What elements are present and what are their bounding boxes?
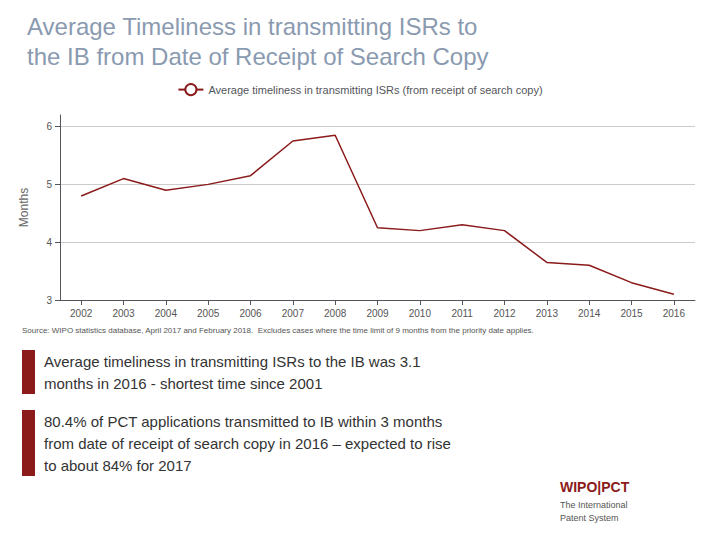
svg-text:2015: 2015 xyxy=(620,308,643,319)
svg-text:Average Timeliness in transmit: Average Timeliness in transmitting ISRs … xyxy=(27,13,477,40)
svg-text:months in 2016 - shortest time: months in 2016 - shortest time since 200… xyxy=(44,375,322,392)
svg-text:2008: 2008 xyxy=(324,308,347,319)
svg-text:2016: 2016 xyxy=(663,308,686,319)
svg-text:2010: 2010 xyxy=(409,308,432,319)
svg-text:to about 84% for 2017: to about 84% for 2017 xyxy=(44,457,192,474)
svg-text:3: 3 xyxy=(46,295,52,306)
svg-text:2005: 2005 xyxy=(197,308,220,319)
svg-text:5: 5 xyxy=(46,179,52,190)
svg-text:2009: 2009 xyxy=(366,308,389,319)
svg-text:80.4% of PCT applications tran: 80.4% of PCT applications transmitted to… xyxy=(44,413,442,430)
svg-text:4: 4 xyxy=(46,237,52,248)
svg-text:Average timeliness in transmit: Average timeliness in transmitting ISRs … xyxy=(44,353,421,370)
svg-text:2006: 2006 xyxy=(239,308,262,319)
svg-text:2002: 2002 xyxy=(70,308,93,319)
svg-text:Months: Months xyxy=(17,188,31,227)
svg-text:2007: 2007 xyxy=(282,308,305,319)
svg-text:from date of receipt of search: from date of receipt of search copy in 2… xyxy=(44,435,451,452)
svg-text:2014: 2014 xyxy=(578,308,601,319)
svg-text:Patent System: Patent System xyxy=(560,513,619,523)
svg-text:The International: The International xyxy=(560,500,628,510)
svg-text:Average timeliness in transmit: Average timeliness in transmitting ISRs … xyxy=(208,84,542,96)
svg-text:2003: 2003 xyxy=(112,308,135,319)
svg-text:6: 6 xyxy=(46,121,52,132)
svg-text:2011: 2011 xyxy=(451,308,473,319)
svg-text:Source: WIPO statistics databa: Source: WIPO statistics database, April … xyxy=(22,326,534,335)
svg-text:the IB from Date of Receipt of: the IB from Date of Receipt of Search Co… xyxy=(27,43,489,70)
svg-text:2004: 2004 xyxy=(155,308,178,319)
svg-text:2012: 2012 xyxy=(493,308,516,319)
svg-text:2013: 2013 xyxy=(536,308,559,319)
svg-text:WIPO|PCT: WIPO|PCT xyxy=(560,479,630,495)
